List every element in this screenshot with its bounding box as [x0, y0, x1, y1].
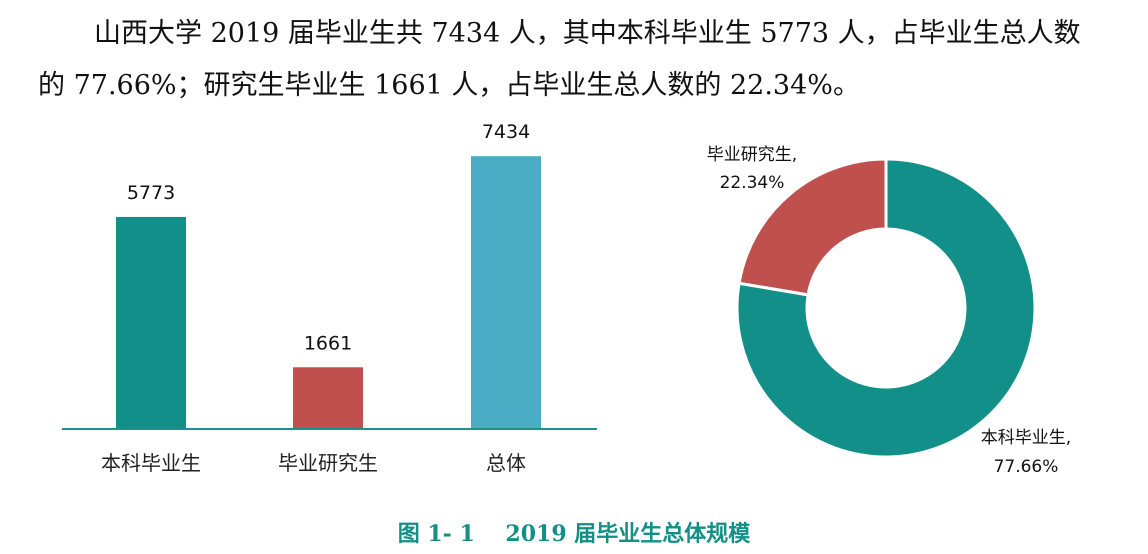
donut-label-value: 22.34% — [720, 173, 785, 193]
figure-number: 图 1- 1 — [397, 521, 475, 547]
figure-caption: 图 1- 1 2019 届毕业生总体规模 — [0, 516, 1148, 548]
donut-label-name: 毕业研究生, — [707, 145, 797, 165]
donut-label-name: 本科毕业生, — [981, 428, 1071, 448]
category-label: 毕业研究生 — [278, 451, 378, 475]
donut-slice-1 — [735, 157, 1037, 459]
summary-paragraph: 山西大学 2019 届毕业生共 7434 人，其中本科毕业生 5773 人，占毕… — [38, 8, 1138, 112]
bar-value-label: 5773 — [127, 182, 175, 204]
donut-chart: 本科毕业生, 77.66% 毕业研究生, 22.34% — [707, 145, 1071, 477]
bar-value-label: 7434 — [482, 121, 530, 143]
summary-line-2: 的 77.66%；研究生毕业生 1661 人，占毕业生总人数的 22.34%。 — [38, 70, 860, 101]
bar-3 — [471, 156, 541, 428]
donut-slice-2 — [737, 157, 888, 297]
bar-chart: 5773 本科毕业生 1661 毕业研究生 7434 总体 — [62, 121, 597, 475]
figure-title: 2019 届毕业生总体规模 — [505, 521, 751, 547]
donut-label-value: 77.66% — [994, 457, 1059, 477]
summary-line-1: 山西大学 2019 届毕业生共 7434 人，其中本科毕业生 5773 人，占毕… — [94, 18, 1081, 49]
bar-1 — [116, 216, 186, 428]
category-label: 总体 — [486, 451, 526, 475]
bar-value-label: 1661 — [304, 332, 352, 354]
category-label: 本科毕业生 — [101, 451, 201, 475]
bar-2 — [293, 367, 363, 428]
